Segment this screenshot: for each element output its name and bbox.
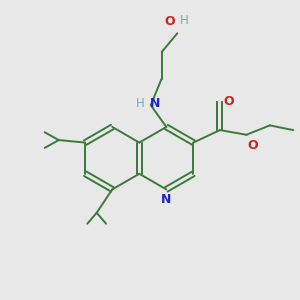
Text: N: N — [161, 193, 172, 206]
Text: O: O — [164, 15, 175, 28]
Text: H: H — [136, 98, 144, 110]
Text: O: O — [247, 139, 258, 152]
Text: N: N — [150, 98, 160, 110]
Text: H: H — [180, 14, 188, 27]
Text: O: O — [224, 95, 234, 109]
